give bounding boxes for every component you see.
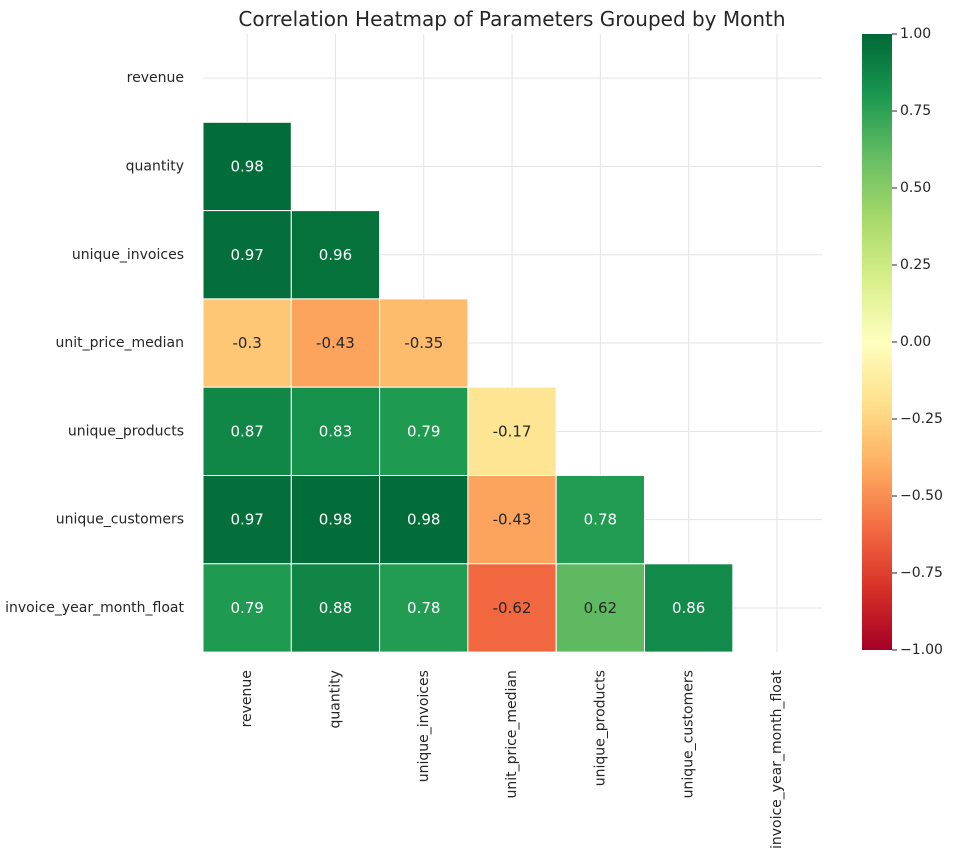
heatmap-cell [644,563,734,653]
cell-value-label: 0.96 [319,246,352,264]
cell-value-label: 0.97 [230,246,263,264]
heatmap-cell [290,386,381,477]
cell-value-label: -0.35 [404,334,443,352]
heatmap-cell [202,121,292,212]
cell-value-label: -0.3 [233,334,262,352]
colorbar-tick-label: 0.00 [900,334,931,350]
heatmap-cell-labels: 0.98 0.97 0.96 -0.3 -0.43 -0.35 0.87 0.83 0.79 -0… [230,157,705,617]
x-tick-label: invoice_year_month_float [769,670,785,849]
heatmap-cell [467,563,557,653]
cell-value-label: 0.87 [230,422,263,440]
heatmap-cell [202,475,292,565]
cell-value-label: -0.62 [493,599,532,617]
colorbar-tick-label: −0.50 [900,488,943,504]
heatmap-cells [202,121,734,653]
x-tick-label: unique_products [592,670,608,786]
cell-value-label: 0.78 [584,511,617,529]
cell-value-label: -0.43 [493,511,532,529]
colorbar-tick-label: −0.75 [900,565,943,581]
x-tick-labels: revenue quantity unique_invoices unit_price… [239,670,785,849]
cell-value-label: 0.83 [319,422,352,440]
heatmap-cell [467,386,557,477]
colorbar-tick-label: 0.25 [900,257,931,273]
colorbar-tick-label: 1.00 [900,26,931,42]
chart-title: Correlation Heatmap of Parameters Groupe… [238,7,785,31]
cell-value-label: -0.43 [316,334,355,352]
cell-value-label: 0.98 [319,511,352,529]
y-tick-label: unique_products [68,423,184,439]
cell-value-label: 0.97 [230,511,263,529]
cell-value-label: 0.79 [230,599,263,617]
y-tick-label: revenue [127,70,184,86]
heatmap-cell [202,563,292,653]
cell-value-label: 0.79 [407,422,440,440]
colorbar-gradient [862,34,892,650]
cell-value-label: 0.88 [319,599,352,617]
heatmap-cell [379,563,469,653]
heatmap-cell [290,563,381,653]
heatmap-cell [555,475,646,565]
heatmap-cell [290,298,381,388]
x-tick-label: unit_price_median [504,670,520,798]
heatmap-cell [379,386,469,477]
heatmap-cell [379,298,469,388]
heatmap-cell [290,210,381,300]
colorbar: 1.00 0.75 0.50 0.25 0.00 −0.25 −0.50 −0.75 −1.00 [862,26,943,658]
y-tick-label: unique_invoices [72,247,184,263]
colorbar-tick-label: 0.50 [900,180,931,196]
colorbar-tick-label: −1.00 [900,642,943,658]
y-tick-label: unit_price_median [56,335,184,351]
cell-value-label: 0.78 [407,599,440,617]
y-tick-label: invoice_year_month_float [5,600,184,616]
heatmap-cell [202,386,292,477]
cell-value-label: 0.62 [584,599,617,617]
heatmap-cell [555,563,646,653]
y-tick-labels: revenue quantity unique_invoices unit_price… [5,70,184,616]
colorbar-tick-label: −0.25 [900,411,943,427]
heatmap-cell [290,475,381,565]
colorbar-tick-label: 0.75 [900,103,931,119]
cell-value-label: 0.98 [407,511,440,529]
cell-value-label: 0.98 [230,157,263,175]
y-tick-label: quantity [126,158,184,174]
x-tick-label: unique_customers [681,670,697,798]
x-tick-label: quantity [327,670,343,728]
x-tick-label: revenue [239,670,255,727]
x-tick-label: unique_invoices [416,670,432,782]
y-tick-label: unique_customers [56,512,184,528]
cell-value-label: -0.17 [493,422,532,440]
cell-value-label: 0.86 [672,599,705,617]
